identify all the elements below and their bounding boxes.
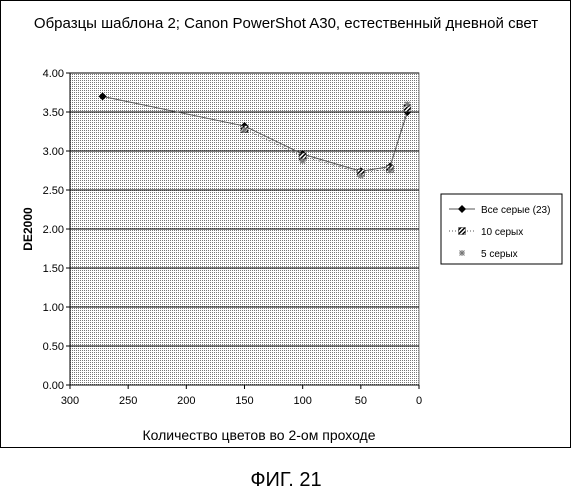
data-point [387,168,393,174]
legend-label: 5 серых [481,249,518,260]
y-axis-label: DE2000 [21,207,35,251]
y-tick-label: 3.00 [43,146,64,158]
x-tick-label: 150 [235,395,253,407]
data-point [242,127,248,133]
legend-marker [459,250,465,256]
x-tick-label: 50 [355,395,367,407]
figure-caption: ФИГ. 21 [250,469,321,491]
y-tick-label: 1.00 [43,302,64,314]
y-tick-label: 4.00 [43,68,64,80]
data-point [404,101,410,107]
legend-label: 10 серых [481,227,523,238]
legend-marker [459,228,466,235]
y-tick-label: 2.00 [43,224,64,236]
chart-title: Образцы шаблона 2; Canon PowerShot A30, … [34,15,538,32]
y-tick-label: 3.50 [43,107,64,119]
x-tick-label: 300 [61,395,79,407]
x-tick-label: 100 [293,395,311,407]
y-tick-label: 0.00 [43,380,64,392]
legend-label: Все серые (23) [481,205,550,216]
data-point [358,173,364,179]
x-tick-label: 200 [177,395,195,407]
data-point [300,158,306,164]
y-tick-label: 2.50 [43,185,64,197]
y-tick-label: 0.50 [43,341,64,353]
y-tick-label: 1.50 [43,263,64,275]
x-tick-label: 250 [119,395,137,407]
x-tick-label: 0 [416,395,422,407]
x-axis-label: Количество цветов во 2-ом проходе [142,427,375,443]
